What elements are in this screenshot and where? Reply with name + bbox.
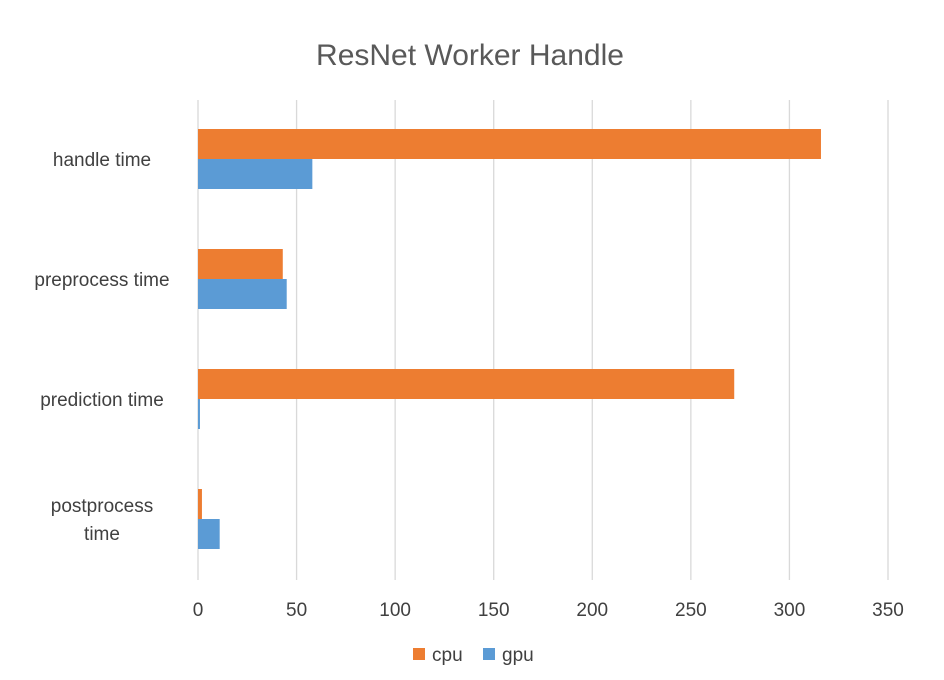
bars [198, 129, 821, 549]
x-tick-label: 300 [774, 600, 806, 621]
bar-cpu [198, 249, 283, 279]
category-labels: handle time preprocess time prediction tim… [34, 150, 169, 545]
bar-gpu [198, 519, 220, 549]
category-label: handle time [53, 150, 151, 171]
bar-gpu [198, 159, 313, 189]
x-tick-label: 100 [379, 600, 411, 621]
legend: cpu gpu [413, 645, 534, 666]
legend-label-cpu: cpu [432, 645, 463, 666]
category-label: postprocess time [51, 496, 153, 545]
x-tick-labels: 0 50 100 150 200 250 300 350 [193, 600, 904, 621]
x-tick-label: 200 [576, 600, 608, 621]
bar-gpu [198, 399, 200, 429]
x-tick-label: 0 [193, 600, 204, 621]
x-tick-label: 250 [675, 600, 707, 621]
category-label: prediction time [40, 390, 164, 411]
bar-cpu [198, 129, 821, 159]
bar-cpu [198, 489, 202, 519]
chart-title: ResNet Worker Handle [316, 39, 624, 72]
legend-label-gpu: gpu [502, 645, 534, 666]
x-tick-label: 350 [872, 600, 904, 621]
legend-swatch-gpu [483, 648, 495, 660]
legend-swatch-cpu [413, 648, 425, 660]
bar-cpu [198, 369, 735, 399]
x-tick-label: 150 [478, 600, 510, 621]
bar-gpu [198, 279, 287, 309]
x-tick-label: 50 [286, 600, 307, 621]
category-label: preprocess time [34, 270, 169, 291]
